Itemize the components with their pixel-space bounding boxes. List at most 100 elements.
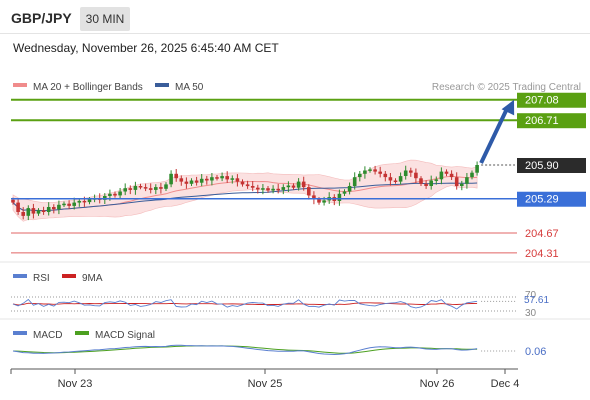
candle-body xyxy=(281,187,286,190)
x-tick-label: Nov 26 xyxy=(420,378,455,390)
x-tick-label: Nov 23 xyxy=(58,378,93,390)
x-axis-ticks: Nov 23 Nov 25 Nov 26 Dec 4 xyxy=(10,369,519,390)
candle-body xyxy=(67,203,71,206)
candle-body xyxy=(72,202,76,206)
candle-body xyxy=(475,165,479,173)
candle-body xyxy=(133,186,138,190)
last-price-label: 205.90 xyxy=(525,160,559,172)
candle-body xyxy=(143,187,148,189)
candle-body xyxy=(57,204,61,210)
candle-body xyxy=(317,199,321,203)
main-panel: 207.08 206.71 205.29 204.67 204.31 205.90 xyxy=(11,92,586,260)
rsi-line xyxy=(12,298,478,310)
candle-body xyxy=(434,179,439,181)
candle-body xyxy=(46,207,51,212)
candle-body xyxy=(301,181,306,188)
ma50-line xyxy=(12,182,478,212)
forecast-arrow-head xyxy=(501,99,515,116)
pivot-label: 205.29 xyxy=(525,194,559,206)
candle-body xyxy=(358,173,362,178)
candle-body xyxy=(225,176,229,180)
candle-body xyxy=(465,177,469,184)
resistance-label-box xyxy=(517,113,586,129)
candle-body xyxy=(347,186,352,192)
candle-body xyxy=(62,203,66,206)
candle-body xyxy=(108,193,112,196)
candle-body xyxy=(424,183,428,186)
candle-body xyxy=(449,173,454,178)
macd-legend-label: MACD xyxy=(33,330,62,341)
candle-body xyxy=(16,202,20,212)
candle-body xyxy=(403,170,408,176)
candle-body xyxy=(77,200,82,203)
candle-body xyxy=(11,199,15,203)
candle-body xyxy=(337,193,342,201)
candle-body xyxy=(256,187,260,190)
candle-body xyxy=(138,186,143,188)
candle-body xyxy=(159,187,163,189)
rsi-level-70: 70 xyxy=(525,290,537,301)
candle-body xyxy=(113,193,117,196)
candle-body xyxy=(409,170,413,173)
candle-body xyxy=(41,210,46,212)
candle-body xyxy=(393,180,398,182)
candle-body xyxy=(352,177,357,186)
candle-body xyxy=(148,188,153,190)
support-label: 204.31 xyxy=(525,248,559,260)
x-tick-label: Nov 25 xyxy=(248,378,283,390)
candle-body xyxy=(194,180,199,183)
ma50-legend-swatch xyxy=(155,83,169,87)
candle-body xyxy=(87,199,92,203)
candle-body xyxy=(414,172,418,179)
candle-body xyxy=(429,180,433,186)
candle-body xyxy=(378,171,382,174)
research-credit: Research © 2025 Trading Central xyxy=(432,82,581,93)
candle-body xyxy=(174,173,178,179)
timeframe-button[interactable]: 30 MIN xyxy=(80,7,130,31)
bollinger-band xyxy=(12,159,478,222)
candle-body xyxy=(103,196,107,200)
9ma-legend-label: 9MA xyxy=(82,273,103,284)
chart-header: GBP/JPY 30 MIN xyxy=(0,0,590,34)
candle-body xyxy=(296,181,301,188)
macd-signal-line xyxy=(12,345,478,354)
candle-body xyxy=(470,172,474,178)
candle-body xyxy=(276,188,280,191)
candle-body xyxy=(291,185,296,188)
ma50-legend-label: MA 50 xyxy=(175,82,204,93)
candle-body xyxy=(266,188,270,191)
candle-body xyxy=(419,178,423,184)
candle-body xyxy=(245,184,250,187)
candle-body xyxy=(52,207,56,210)
candle-body xyxy=(21,212,25,216)
rsi-legend-label: RSI xyxy=(33,273,50,284)
macd-signal-legend-swatch xyxy=(75,331,89,335)
candle-body xyxy=(286,185,291,188)
candle-body xyxy=(210,177,214,181)
candle-body xyxy=(307,187,311,196)
candle-body xyxy=(460,183,464,186)
candle-body xyxy=(179,178,184,182)
candle-body xyxy=(189,180,194,184)
candle-body xyxy=(199,178,204,183)
candle-body xyxy=(123,188,127,192)
macd-panel xyxy=(12,344,517,356)
candle-body xyxy=(312,195,316,200)
support-label: 204.67 xyxy=(525,228,559,240)
candle-body xyxy=(444,171,449,174)
candle-body xyxy=(128,188,133,190)
candle-body xyxy=(383,173,388,178)
candle-body xyxy=(322,200,326,203)
rsi-value: 57.61 xyxy=(524,295,549,306)
candle-body xyxy=(220,176,224,179)
forecast-arrow-shaft xyxy=(479,109,508,164)
last-price-box xyxy=(517,158,586,173)
ma20-legend-label: MA 20 + Bollinger Bands xyxy=(33,82,143,93)
symbol-label: GBP/JPY xyxy=(11,10,72,26)
candle-body xyxy=(240,181,245,185)
candle-body xyxy=(363,170,367,174)
candle-body xyxy=(230,178,235,180)
candle-body xyxy=(154,187,158,190)
candle-body xyxy=(454,177,459,186)
